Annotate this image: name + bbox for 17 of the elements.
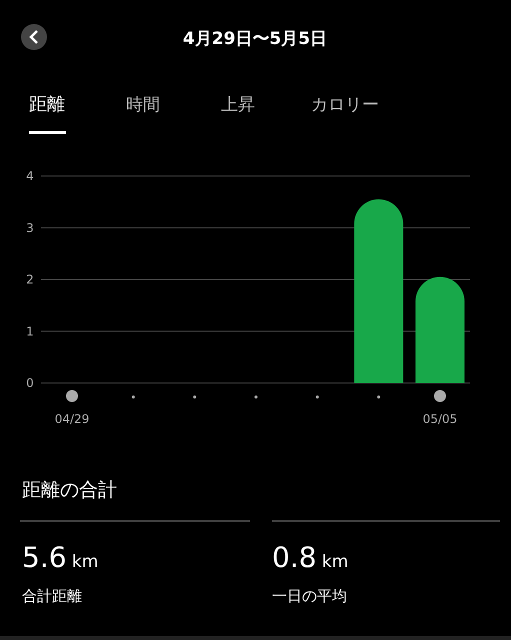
y-tick-label: 2	[26, 272, 34, 286]
text: 一日の平均	[272, 587, 347, 605]
y-tick-label: 0	[26, 376, 34, 390]
text: カロリー	[311, 95, 379, 115]
y-tick-label: 1	[26, 324, 34, 338]
text: 距離の合計	[22, 479, 117, 501]
y-tick-label: 4	[26, 169, 34, 183]
text: 時間	[126, 95, 160, 115]
chart-title: 4月29日〜5月5日	[182, 29, 328, 49]
x-tick-label: 05/05	[422, 412, 458, 426]
text: 上昇	[221, 95, 255, 115]
x-tick-label: 04/29	[54, 412, 90, 426]
y-tick-label: 3	[26, 220, 34, 235]
text: 5.6 km	[22, 541, 98, 574]
text: 合計距離	[22, 587, 82, 605]
text: 距離	[29, 94, 65, 115]
text: 0.8 km	[272, 541, 348, 574]
